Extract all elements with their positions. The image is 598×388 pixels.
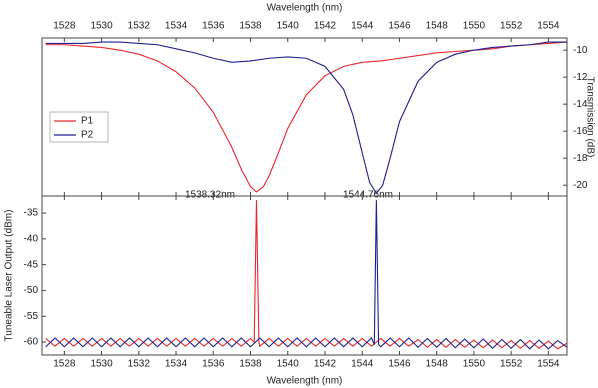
x-tick-label: 1540 [277, 359, 300, 370]
x-tick-label: 1536 [202, 21, 225, 32]
y-tick-label: -60 [24, 337, 39, 348]
x-tick-label: 1536 [202, 359, 225, 370]
x-tick-label: 1548 [426, 359, 449, 370]
y-tick-label: -45 [24, 259, 39, 270]
x-tick-label: 1538 [239, 21, 262, 32]
y-tick-label: -55 [24, 311, 39, 322]
y-tick-label: -20 [573, 180, 588, 191]
x-tick-label: 1542 [314, 21, 337, 32]
y-tick-label: -12 [573, 72, 588, 83]
x-tick-label: 1538 [239, 359, 262, 370]
x-tick-label: 1528 [53, 359, 76, 370]
x-tick-label: 1550 [463, 21, 486, 32]
plot-frame [41, 37, 568, 197]
data-line [45, 41, 567, 195]
y-tick-label: -18 [573, 153, 588, 164]
x-tick-label: 1532 [128, 359, 151, 370]
data-line [45, 200, 568, 350]
y-tick-label: -16 [573, 126, 588, 137]
x-tick-label: 1540 [277, 21, 300, 32]
x-tick-label: 1548 [426, 21, 449, 32]
annotation: 1538.32nm [185, 190, 235, 201]
x-tick-label: 1546 [388, 359, 411, 370]
legend-label: P2 [81, 130, 94, 141]
x-tick-label: 1554 [537, 21, 560, 32]
x-tick-label: 1544 [351, 359, 374, 370]
y-tick-label: -14 [573, 99, 588, 110]
x-tick-label: 1552 [500, 21, 523, 32]
x-tick-label: 1534 [165, 21, 188, 32]
data-line [45, 41, 568, 193]
y-tick-label: -10 [573, 45, 588, 56]
y-axis-title: Tuneable Laser Output (dBm) [4, 210, 15, 342]
x-tick-label: 1534 [165, 359, 188, 370]
x-axis-title: Wavelength (nm) [267, 3, 343, 14]
legend-label: P1 [81, 116, 94, 127]
x-tick-label: 1552 [500, 359, 523, 370]
x-tick-label: 1550 [463, 359, 486, 370]
x-tick-label: 1532 [128, 21, 151, 32]
x-tick-label: 1546 [388, 21, 411, 32]
y-tick-label: -35 [24, 208, 39, 219]
legend-box [49, 111, 109, 143]
annotation: 1544.76nm [343, 190, 393, 201]
x-tick-label: 1530 [90, 21, 113, 32]
x-tick-label: 1554 [537, 359, 560, 370]
x-tick-label: 1528 [53, 21, 76, 32]
plot-frame [41, 195, 568, 356]
y-axis-title: Transmission (dB) [584, 77, 595, 158]
y-tick-label: -40 [24, 233, 39, 244]
x-axis-title: Wavelength (nm) [267, 376, 343, 387]
data-line [45, 200, 568, 350]
y-tick-label: -50 [24, 285, 39, 296]
x-tick-label: 1542 [314, 359, 337, 370]
x-tick-label: 1544 [351, 21, 374, 32]
x-tick-label: 1530 [90, 359, 113, 370]
